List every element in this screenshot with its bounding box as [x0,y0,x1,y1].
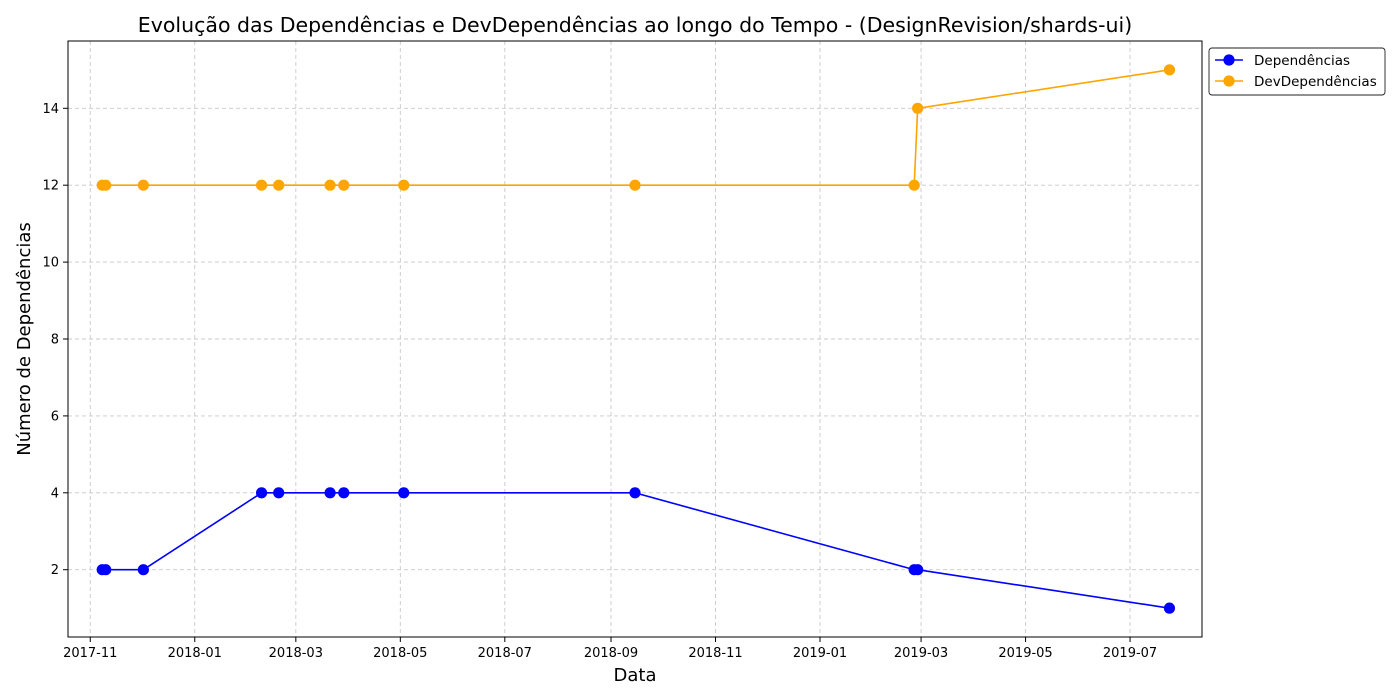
series-2-point [338,179,350,191]
y-tick-label: 2 [51,563,59,578]
series-2-line [102,69,1170,186]
series-2-point [1163,64,1176,76]
series-1-point [629,487,641,499]
x-tick-label: 2019-07 [1103,646,1157,661]
y-tick-label: 6 [51,409,59,424]
legend: Dependências DevDependências [1208,47,1386,96]
series-2-point [912,102,924,114]
series-1-point [255,487,268,499]
series-2-point [100,179,112,191]
series-1-point [912,564,924,576]
y-tick-label: 4 [51,486,59,501]
x-tick-label: 2019-01 [793,646,847,661]
series-1-point [338,487,350,499]
x-tick-label: 2018-09 [584,646,638,661]
x-tick-label: 2019-03 [894,646,948,661]
y-tick-label: 12 [42,179,59,194]
y-tick-label: 10 [42,256,59,271]
y-tick-label: 14 [42,102,59,117]
series-1-point [137,564,149,576]
series-2-point [629,179,641,191]
legend-swatch-marker [1223,75,1235,87]
x-tick-label: 2018-07 [478,646,532,661]
series-2-point [255,179,268,191]
x-tick-label: 2017-11 [63,646,117,661]
series-1-point [1163,602,1176,614]
x-tick-label: 2018-03 [269,646,323,661]
legend-swatch-marker [1223,54,1235,66]
y-tick-label: 8 [51,333,59,348]
chart-title: Evolução das Dependências e DevDependênc… [138,13,1132,37]
x-axis-label: Data [614,665,657,686]
x-tick-label: 2018-05 [373,646,427,661]
series-2-point [137,179,149,191]
x-tick-label: 2018-01 [168,646,222,661]
series-2-point [908,179,920,191]
series-1-point [100,564,112,576]
legend-label: DevDependências [1254,74,1377,90]
legend-box [1208,47,1386,96]
series-2-point [398,179,410,191]
x-tick-label: 2019-05 [998,646,1052,661]
x-tick-label: 2018-11 [688,646,742,661]
series-2-point [273,179,285,191]
series-1-point [273,487,285,499]
series-1-point [324,487,336,499]
y-axis-label: Número de Dependências [14,222,35,456]
legend-label: Dependências [1254,53,1350,69]
series-1-point [398,487,410,499]
series-2-point [324,179,336,191]
series-1-line [102,492,1170,609]
